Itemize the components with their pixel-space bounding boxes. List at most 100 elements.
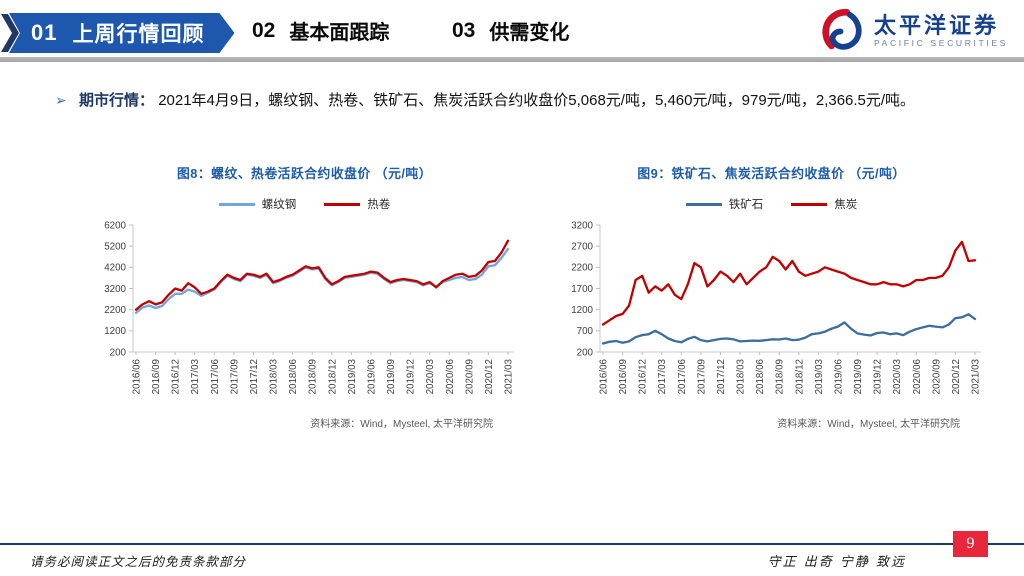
y-axis-label: 3200 — [104, 284, 126, 295]
tab-label: 供需变化 — [489, 22, 570, 44]
x-axis-label: 2020/12 — [484, 359, 495, 394]
footer-divider — [0, 543, 1024, 545]
x-axis-label: 2019/03 — [347, 358, 358, 394]
y-axis-label: 1700 — [571, 284, 593, 295]
x-axis-label: 2016/06 — [132, 358, 143, 394]
series-line — [601, 240, 977, 326]
intro-label: 期市行情： — [79, 92, 155, 109]
x-axis-label: 2020/09 — [931, 359, 942, 394]
footer-disclaimer: 请务必阅读正文之后的免责条款部分 — [30, 554, 247, 569]
arrow-bullet-icon: ➢ — [55, 92, 67, 108]
charts-row: 图8：螺纹、热卷活跃合约收盘价 （元/吨） 螺纹钢 热卷 6200 5200 420… — [88, 163, 988, 430]
y-axis-label: 1200 — [104, 326, 126, 337]
x-axis-label: 2017/06 — [677, 358, 688, 394]
figure-title: 图8：螺纹、热卷活跃合约收盘价 （元/吨） — [176, 166, 433, 181]
line-chart-rebar-hotcoil: 6200 5200 4200 3200 2200 1200 200 2016/06 2016/0… — [104, 220, 515, 394]
tab-number: 01 — [31, 20, 58, 45]
legend-item: 螺纹钢 — [218, 196, 297, 212]
y-axis-label: 3200 — [571, 220, 593, 231]
logo-name-cn: 太平洋证券 — [873, 12, 999, 38]
x-axis-label: 2019/12 — [873, 359, 884, 394]
x-axis-label: 2016/09 — [151, 359, 162, 394]
tab-last-week-review[interactable]: 01 上周行情回顾 — [9, 13, 234, 53]
legend-line-swatch — [324, 202, 361, 206]
x-axis-label: 2016/12 — [171, 359, 182, 394]
x-axis-label: 2018/06 — [288, 358, 299, 394]
legend-item: 焦炭 — [791, 196, 857, 212]
series-line — [134, 247, 510, 314]
x-axis-label: 2018/12 — [794, 359, 805, 394]
legend-label: 焦炭 — [834, 199, 858, 211]
x-axis-label: 2016/06 — [599, 358, 610, 394]
x-axis-label: 2020/03 — [892, 358, 903, 394]
x-axis-label: 2017/09 — [229, 359, 240, 394]
y-axis-label: 200 — [110, 347, 127, 358]
tab-number: 03 — [452, 18, 476, 42]
series-line — [134, 239, 510, 311]
x-axis-label: 2018/09 — [775, 359, 786, 394]
tab-supply-demand[interactable]: 03 供需变化 — [452, 16, 569, 45]
tab-fundamentals-tracking[interactable]: 02 基本面跟踪 — [252, 16, 389, 45]
tab-label: 上周行情回顾 — [72, 23, 205, 46]
x-axis-label: 2017/03 — [657, 358, 668, 394]
legend-line-swatch — [791, 202, 828, 206]
legend-label: 螺纹钢 — [261, 199, 297, 211]
x-axis-label: 2017/03 — [190, 358, 201, 394]
x-axis-label: 2020/09 — [464, 359, 475, 394]
header-divider — [0, 57, 1024, 62]
x-axis-label: 2020/06 — [445, 358, 456, 394]
x-axis-label: 2020/03 — [425, 358, 436, 394]
x-axis-label: 2020/12 — [951, 359, 962, 394]
logo-text: 太平洋证券 PACIFIC SECURITIES — [874, 14, 1008, 48]
x-axis-label: 2017/12 — [249, 359, 260, 394]
x-axis-label: 2019/09 — [853, 359, 864, 394]
x-axis-label: 2019/09 — [386, 359, 397, 394]
y-axis-label: 700 — [577, 326, 594, 337]
x-axis-label: 2020/06 — [912, 358, 923, 394]
line-chart-ironore-coke: 3200 2700 2200 1700 1200 700 200 2016/06 2016/09… — [571, 220, 982, 394]
x-axis-label: 2016/09 — [618, 359, 629, 394]
tab-label: 基本面跟踪 — [289, 22, 390, 44]
figure-source: 资料来源：Wind，Mysteel, 太平洋研究院 — [777, 419, 960, 430]
header: 01 上周行情回顾 02 基本面跟踪 03 供需变化 太平洋证券 PACIFIC… — [0, 0, 1024, 57]
x-axis-label: 2018/03 — [269, 358, 280, 394]
figure-source: 资料来源：Wind，Mysteel, 太平洋研究院 — [310, 419, 493, 430]
legend: 螺纹钢 热卷 — [88, 196, 521, 212]
x-axis-label: 2019/06 — [366, 358, 377, 394]
logo-name-en: PACIFIC SECURITIES — [873, 38, 1008, 49]
figure-9-ironore-coke: 图9：铁矿石、焦炭活跃合约收盘价 （元/吨） 铁矿石 焦炭 3200 2700 22… — [555, 163, 988, 430]
x-axis-label: 2018/03 — [736, 358, 747, 394]
x-axis-label: 2018/12 — [327, 359, 338, 394]
legend-line-swatch — [218, 202, 255, 206]
page-number-badge: 9 — [953, 531, 988, 557]
active-section-banner: 01 上周行情回顾 — [1, 13, 234, 53]
legend-item: 铁矿石 — [685, 196, 764, 212]
tab-number: 02 — [252, 18, 276, 42]
x-axis-label: 2018/06 — [755, 358, 766, 394]
x-axis-label: 2021/03 — [504, 358, 515, 394]
y-axis-label: 2200 — [104, 305, 126, 316]
x-axis-label: 2018/09 — [308, 359, 319, 394]
legend-line-swatch — [685, 202, 722, 206]
pacific-securities-swirl-icon — [822, 8, 862, 50]
x-axis-label: 2021/03 — [971, 358, 982, 394]
x-axis-label: 2019/06 — [833, 358, 844, 394]
figure-title: 图9：铁矿石、焦炭活跃合约收盘价 （元/吨） — [637, 166, 906, 181]
series-line — [601, 313, 977, 345]
footer-motto: 守正 出奇 宁静 致远 — [767, 555, 906, 570]
x-axis-label: 2017/12 — [716, 359, 727, 394]
y-axis-label: 200 — [577, 347, 594, 358]
y-axis-label: 2700 — [571, 242, 593, 253]
y-axis-label: 5200 — [104, 242, 126, 253]
x-axis-label: 2016/12 — [638, 359, 649, 394]
banner-chevron-icon — [1, 14, 19, 52]
x-axis-label: 2019/12 — [406, 359, 417, 394]
legend: 铁矿石 焦炭 — [555, 196, 988, 212]
y-axis-label: 2200 — [571, 263, 593, 274]
legend-label: 铁矿石 — [728, 199, 764, 211]
x-axis-label: 2019/03 — [814, 358, 825, 394]
legend-label: 热卷 — [367, 199, 391, 211]
y-axis-label: 4200 — [104, 263, 126, 274]
intro-text: 2021年4月9日，螺纹钢、热卷、铁矿石、焦炭活跃合约收盘价5,068元/吨，5… — [158, 92, 916, 109]
